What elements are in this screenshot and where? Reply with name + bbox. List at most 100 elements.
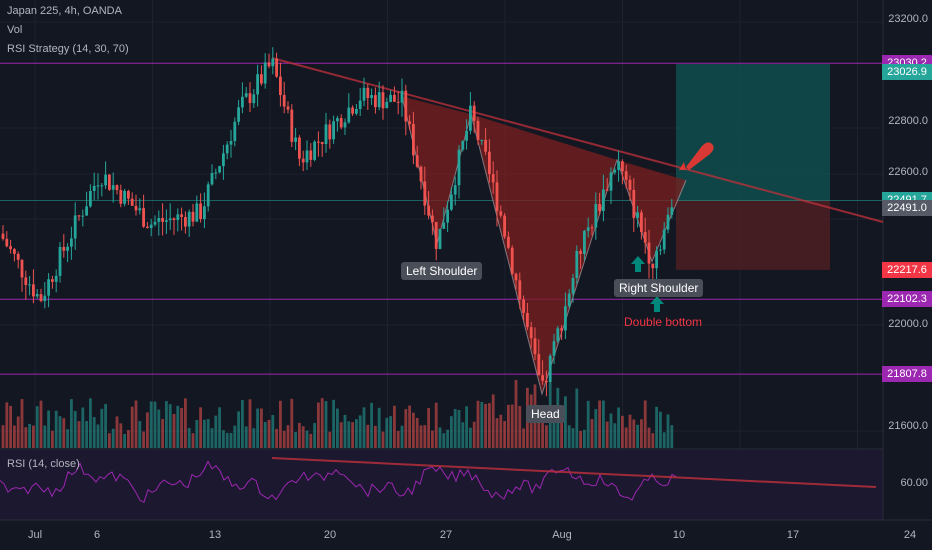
volume-bar xyxy=(662,432,666,448)
y-tick-label: 21600.0 xyxy=(888,420,928,432)
candle-body xyxy=(161,218,164,222)
volume-bar xyxy=(636,424,639,448)
symbol-title[interactable]: Japan 225, 4h, OANDA xyxy=(7,5,122,17)
head-triangle xyxy=(471,114,617,394)
volume-bar xyxy=(184,398,187,448)
take-profit-zone xyxy=(676,64,830,201)
candle-body xyxy=(252,94,256,104)
volume-bar xyxy=(161,419,164,448)
volume-bar xyxy=(123,433,126,448)
volume-bar xyxy=(655,406,658,448)
volume-bar xyxy=(165,401,168,448)
volume-bar xyxy=(594,409,598,448)
volume-bar xyxy=(32,425,35,448)
candle-body xyxy=(488,151,491,175)
vol-indicator-label[interactable]: Vol xyxy=(7,24,23,36)
volume-bar xyxy=(191,433,195,448)
volume-bar xyxy=(214,415,218,448)
candle-body xyxy=(400,90,404,103)
volume-bar xyxy=(362,407,366,448)
volume-bar xyxy=(96,424,100,448)
volume-bar xyxy=(138,421,142,448)
candle-body xyxy=(271,58,275,67)
candle-body xyxy=(244,93,248,97)
volume-bar xyxy=(412,412,415,448)
candle-body xyxy=(195,203,199,222)
volume-bar xyxy=(89,398,92,448)
volume-bar xyxy=(62,418,66,448)
candle-body xyxy=(119,190,123,204)
volume-bar xyxy=(328,431,332,448)
candle-body xyxy=(62,246,66,251)
volume-bar xyxy=(419,425,423,448)
volume-bar xyxy=(355,419,358,448)
candle-body xyxy=(176,214,180,220)
candle-body xyxy=(640,212,643,233)
candle-body xyxy=(35,294,39,297)
candle-body xyxy=(461,140,465,150)
rsi-indicator-label[interactable]: RSI (14, close) xyxy=(7,458,80,470)
candle-body xyxy=(343,122,347,128)
candle-body xyxy=(248,93,252,104)
candle-body xyxy=(24,277,28,286)
volume-bar xyxy=(324,401,328,448)
volume-bar xyxy=(271,415,275,448)
price-tag: 22102.3 xyxy=(882,291,932,308)
candle-body xyxy=(214,172,218,174)
volume-bar xyxy=(294,432,297,448)
candle-body xyxy=(85,206,88,216)
volume-bar xyxy=(73,410,77,448)
candle-body xyxy=(298,137,301,159)
candle-body xyxy=(89,191,92,207)
volume-bar xyxy=(453,409,457,448)
candle-body xyxy=(393,94,396,102)
candle-body xyxy=(484,139,487,152)
volume-bar xyxy=(514,379,518,448)
volume-bar xyxy=(28,423,31,448)
left-shoulder-label: Left Shoulder xyxy=(401,262,483,280)
double-bottom-arrow-icon xyxy=(650,296,664,312)
volume-bar xyxy=(510,404,514,448)
volume-bar xyxy=(47,410,50,448)
candle-body xyxy=(419,166,423,182)
volume-bar xyxy=(85,421,88,448)
volume-bar xyxy=(146,412,149,448)
candle-body xyxy=(659,249,662,251)
candle-body xyxy=(54,275,58,282)
candle-body xyxy=(396,101,400,103)
volume-bar xyxy=(39,400,43,448)
volume-bar xyxy=(472,421,476,448)
volume-bar xyxy=(374,425,377,448)
right-shoulder-label: Right Shoulder xyxy=(614,279,704,297)
volume-bar xyxy=(9,405,12,448)
candle-body xyxy=(438,228,442,249)
candle-body xyxy=(408,121,411,124)
candle-body xyxy=(336,118,339,122)
candle-body xyxy=(1,233,5,239)
volume-bar xyxy=(400,425,404,448)
candle-body xyxy=(115,185,119,191)
volume-bar xyxy=(301,426,305,448)
candle-body xyxy=(537,354,541,376)
candle-body xyxy=(431,215,434,223)
strategy-indicator-label[interactable]: RSI Strategy (14, 30, 70) xyxy=(7,43,129,55)
candle-body xyxy=(655,250,658,269)
y-tick-label: 22000.0 xyxy=(888,318,928,331)
volume-bar xyxy=(248,399,252,448)
volume-bar xyxy=(431,430,434,448)
x-tick-label: 13 xyxy=(209,529,221,541)
candle-body xyxy=(598,204,601,211)
candle-body xyxy=(662,229,666,250)
volume-bar xyxy=(590,419,594,448)
volume-bar xyxy=(347,421,351,448)
double-bottom-note: Double bottom xyxy=(624,315,703,329)
candle-body xyxy=(381,92,385,109)
candle-body xyxy=(605,189,609,191)
candle-body xyxy=(92,185,96,192)
rsi-trendline xyxy=(271,457,877,488)
candle-body xyxy=(480,139,484,141)
volume-bar xyxy=(598,400,601,448)
volume-bar xyxy=(381,431,385,448)
candle-body xyxy=(172,218,176,220)
